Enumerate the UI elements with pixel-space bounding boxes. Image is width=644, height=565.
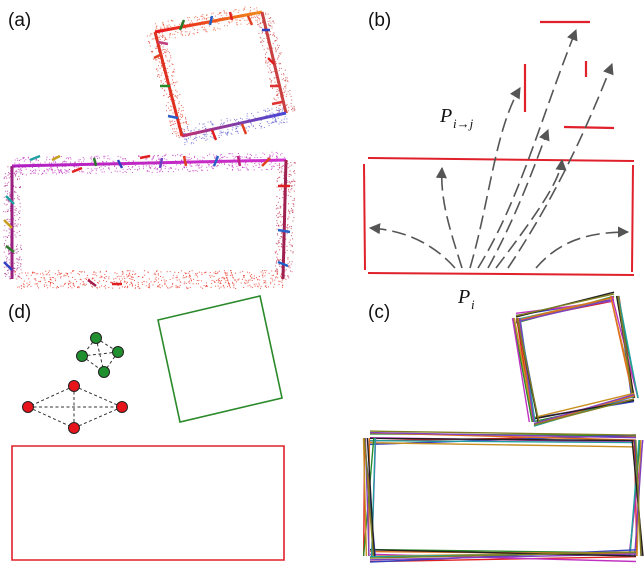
svg-text:P: P xyxy=(439,105,452,127)
rect-top-edge xyxy=(11,158,287,168)
square-bottom-edge xyxy=(181,111,287,138)
panel-a: (a) xyxy=(3,6,296,289)
square-left-edge xyxy=(153,31,184,137)
panel-b-label: (b) xyxy=(368,10,391,31)
panel-d-red-rectangle xyxy=(11,445,285,561)
panel-c-label: (c) xyxy=(368,302,390,323)
panel-c: (c) xyxy=(362,291,644,563)
panel-d: (d) xyxy=(8,295,285,561)
panel-a-ticks xyxy=(3,11,291,287)
panel-b: (b) P i→j P i xyxy=(363,10,635,312)
svg-text:i: i xyxy=(471,297,475,312)
panel-d-red-graph xyxy=(22,380,128,434)
label-p-i-to-j: P i→j xyxy=(439,105,474,131)
svg-text:P: P xyxy=(457,286,470,308)
square-top-edge xyxy=(154,10,263,34)
rect-right-edge xyxy=(281,159,288,280)
panel-a-point-cloud xyxy=(3,6,296,289)
panel-b-segments xyxy=(523,20,615,130)
panel-d-label: (d) xyxy=(8,302,31,323)
svg-text:i→j: i→j xyxy=(453,116,474,131)
panel-b-projection-arrows xyxy=(368,28,630,269)
panel-a-rectangle xyxy=(10,158,288,281)
panel-d-green-graph xyxy=(76,332,124,378)
label-p-i: P i xyxy=(457,286,475,312)
panel-b-rectangle xyxy=(363,157,635,276)
panel-d-green-square xyxy=(157,295,283,423)
panel-c-rectangle-hypotheses xyxy=(362,430,644,563)
panel-a-label: (a) xyxy=(8,10,31,31)
panel-c-square-hypotheses xyxy=(511,291,639,427)
